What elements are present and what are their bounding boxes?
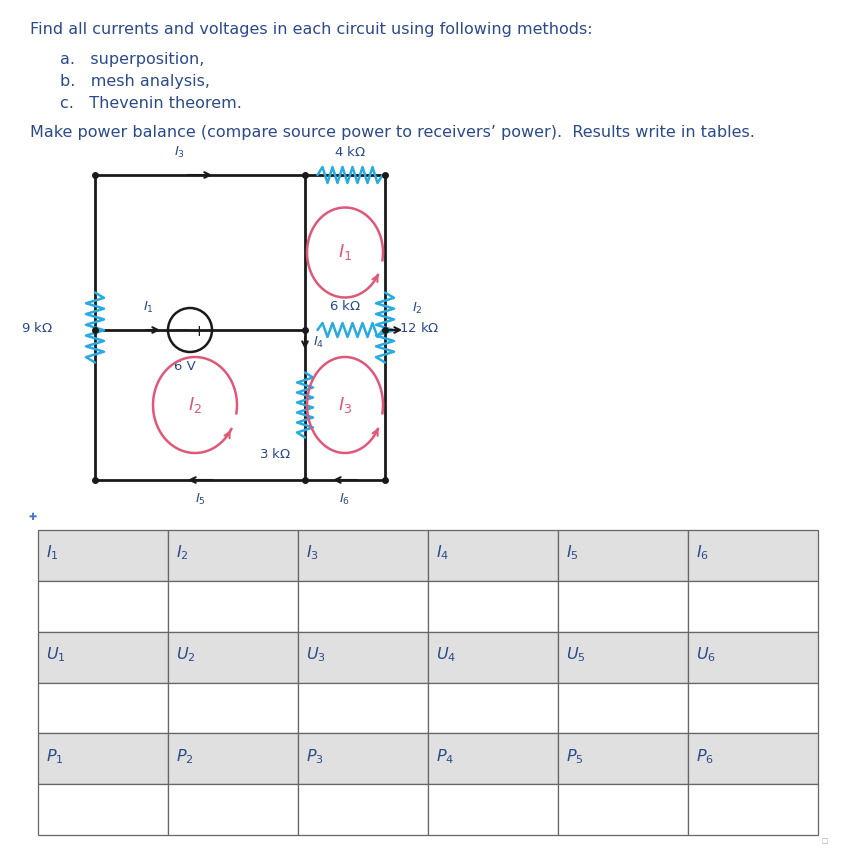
Text: $P_4$: $P_4$ bbox=[436, 747, 454, 766]
Text: −: − bbox=[174, 322, 189, 340]
Text: $U_4$: $U_4$ bbox=[436, 645, 456, 664]
FancyBboxPatch shape bbox=[298, 581, 427, 632]
FancyBboxPatch shape bbox=[168, 734, 298, 784]
Text: $I_1$: $I_1$ bbox=[142, 300, 154, 315]
Text: $I_4$: $I_4$ bbox=[436, 544, 449, 562]
FancyBboxPatch shape bbox=[557, 734, 688, 784]
FancyBboxPatch shape bbox=[688, 581, 817, 632]
Text: $I_4$: $I_4$ bbox=[313, 334, 324, 349]
FancyBboxPatch shape bbox=[427, 581, 557, 632]
FancyBboxPatch shape bbox=[168, 581, 298, 632]
FancyBboxPatch shape bbox=[688, 683, 817, 734]
FancyBboxPatch shape bbox=[298, 683, 427, 734]
Text: Find all currents and voltages in each circuit using following methods:: Find all currents and voltages in each c… bbox=[30, 22, 592, 37]
Text: $I_6$: $I_6$ bbox=[339, 492, 351, 507]
Text: ✚: ✚ bbox=[29, 512, 37, 522]
Text: $P_5$: $P_5$ bbox=[566, 747, 583, 766]
Text: $I_2$: $I_2$ bbox=[176, 544, 189, 562]
FancyBboxPatch shape bbox=[688, 632, 817, 683]
FancyBboxPatch shape bbox=[557, 632, 688, 683]
Text: $I_3$: $I_3$ bbox=[338, 395, 351, 415]
FancyBboxPatch shape bbox=[427, 632, 557, 683]
Text: $I_5$: $I_5$ bbox=[194, 492, 206, 507]
FancyBboxPatch shape bbox=[557, 581, 688, 632]
Text: 6 V: 6 V bbox=[174, 360, 195, 373]
FancyBboxPatch shape bbox=[427, 683, 557, 734]
FancyBboxPatch shape bbox=[298, 530, 427, 581]
FancyBboxPatch shape bbox=[557, 530, 688, 581]
FancyBboxPatch shape bbox=[38, 632, 168, 683]
Text: $U_1$: $U_1$ bbox=[46, 645, 66, 664]
Text: $P_3$: $P_3$ bbox=[305, 747, 323, 766]
Text: 6 k$\Omega$: 6 k$\Omega$ bbox=[328, 299, 361, 313]
Text: c.   Thevenin theorem.: c. Thevenin theorem. bbox=[60, 96, 241, 111]
FancyBboxPatch shape bbox=[427, 530, 557, 581]
FancyBboxPatch shape bbox=[688, 784, 817, 835]
FancyBboxPatch shape bbox=[38, 784, 168, 835]
Text: $I_3$: $I_3$ bbox=[174, 145, 185, 160]
Text: $U_6$: $U_6$ bbox=[695, 645, 715, 664]
Text: $P_6$: $P_6$ bbox=[695, 747, 713, 766]
FancyBboxPatch shape bbox=[168, 632, 298, 683]
Text: $I_2$: $I_2$ bbox=[188, 395, 202, 415]
Text: 3 k$\Omega$: 3 k$\Omega$ bbox=[258, 447, 291, 461]
FancyBboxPatch shape bbox=[168, 683, 298, 734]
FancyBboxPatch shape bbox=[38, 683, 168, 734]
Text: $U_3$: $U_3$ bbox=[305, 645, 326, 664]
Text: $P_2$: $P_2$ bbox=[176, 747, 194, 766]
Text: □: □ bbox=[820, 838, 827, 844]
FancyBboxPatch shape bbox=[38, 734, 168, 784]
FancyBboxPatch shape bbox=[38, 581, 168, 632]
FancyBboxPatch shape bbox=[688, 530, 817, 581]
Text: $U_2$: $U_2$ bbox=[176, 645, 195, 664]
FancyBboxPatch shape bbox=[688, 734, 817, 784]
FancyBboxPatch shape bbox=[298, 632, 427, 683]
Text: +: + bbox=[193, 323, 205, 338]
FancyBboxPatch shape bbox=[298, 734, 427, 784]
FancyBboxPatch shape bbox=[298, 784, 427, 835]
FancyBboxPatch shape bbox=[38, 530, 168, 581]
Text: $I_5$: $I_5$ bbox=[566, 544, 578, 562]
Text: $I_1$: $I_1$ bbox=[46, 544, 59, 562]
FancyBboxPatch shape bbox=[557, 784, 688, 835]
Text: $I_3$: $I_3$ bbox=[305, 544, 318, 562]
FancyBboxPatch shape bbox=[168, 530, 298, 581]
FancyBboxPatch shape bbox=[168, 784, 298, 835]
Text: a.   superposition,: a. superposition, bbox=[60, 52, 204, 67]
Text: $I_1$: $I_1$ bbox=[338, 243, 351, 263]
FancyBboxPatch shape bbox=[427, 734, 557, 784]
Text: $P_1$: $P_1$ bbox=[46, 747, 63, 766]
Text: $I_6$: $I_6$ bbox=[695, 544, 708, 562]
Text: 4 k$\Omega$: 4 k$\Omega$ bbox=[334, 145, 366, 159]
FancyBboxPatch shape bbox=[427, 784, 557, 835]
Text: b.   mesh analysis,: b. mesh analysis, bbox=[60, 74, 210, 89]
Text: 9 k$\Omega$: 9 k$\Omega$ bbox=[21, 321, 53, 334]
Text: $I_2$: $I_2$ bbox=[411, 301, 422, 316]
Text: $U_5$: $U_5$ bbox=[566, 645, 585, 664]
FancyBboxPatch shape bbox=[557, 683, 688, 734]
Text: Make power balance (compare source power to receivers’ power).  Results write in: Make power balance (compare source power… bbox=[30, 125, 754, 140]
Text: 12 k$\Omega$: 12 k$\Omega$ bbox=[398, 321, 438, 334]
